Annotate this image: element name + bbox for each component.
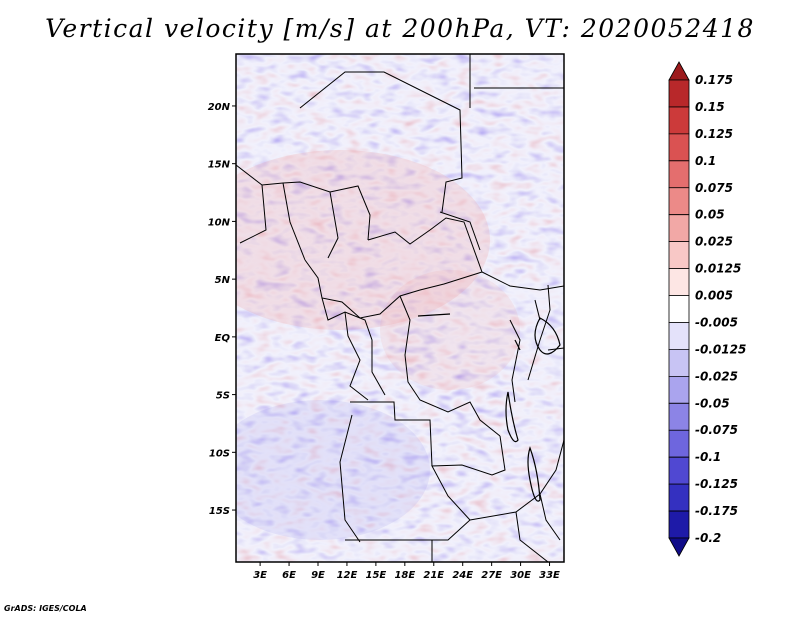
lon-label: 15E [366, 570, 387, 581]
colorbar-label: 0.1 [695, 154, 716, 168]
colorbar-label: 0.025 [695, 235, 733, 249]
colorbar-segment [668, 61, 690, 81]
lat-label: 10N [208, 217, 231, 228]
colorbar-segment [668, 322, 690, 350]
colorbar-segment [668, 187, 690, 216]
colorbar-segment [668, 160, 690, 189]
latitude-axis: 20N 15N 10N 5N EQ 5S 10S 15S [208, 102, 236, 517]
lon-label: 18E [394, 570, 415, 581]
colorbar-segment [668, 268, 690, 296]
colorbar-label: -0.025 [695, 369, 738, 383]
lat-label: 10S [209, 448, 230, 459]
lat-label: EQ [215, 333, 231, 344]
colorbar-label: 0.05 [695, 208, 725, 222]
colorbar-segment [668, 483, 690, 512]
colorbar: 0.175 0.15 0.125 0.1 0.075 0.05 0.025 0.0125 0.0… [668, 61, 746, 557]
colorbar-label: 0.0125 [695, 262, 741, 276]
colorbar-label: 0.075 [695, 181, 733, 195]
map-frame [235, 53, 565, 563]
colorbar-segment [668, 133, 690, 162]
lon-label: 3E [253, 570, 267, 581]
colorbar-segment [668, 456, 690, 485]
colorbar-segment [668, 79, 690, 108]
lon-label: 27E [481, 570, 502, 581]
velocity-field [236, 54, 564, 562]
colorbar-label: -0.2 [695, 531, 721, 545]
colorbar-label: 0.005 [695, 289, 733, 303]
colorbar-label: -0.0125 [695, 342, 746, 356]
colorbar-segment [668, 214, 690, 243]
lat-label: 20N [208, 102, 231, 113]
colorbar-label: 0.175 [695, 73, 733, 87]
colorbar-segment [668, 106, 690, 135]
colorbar-segment [668, 295, 690, 323]
lon-label: 9E [311, 570, 325, 581]
colorbar-label: -0.005 [695, 315, 738, 329]
lat-label: 5N [215, 275, 231, 286]
colorbar-label: -0.125 [695, 477, 738, 491]
colorbar-segment [668, 349, 690, 377]
colorbar-segment [668, 537, 690, 557]
lon-label: 12E [337, 570, 358, 581]
colorbar-label: -0.1 [695, 450, 721, 464]
colorbar-segment [668, 241, 690, 269]
lat-label: 15N [208, 160, 231, 171]
lon-label: 6E [282, 570, 296, 581]
lon-label: 30E [510, 570, 531, 581]
colorbar-label: -0.175 [695, 504, 738, 518]
lon-label: 33E [539, 570, 560, 581]
colorbar-segment [668, 375, 690, 404]
colorbar-label: 0.125 [695, 127, 733, 141]
colorbar-label: -0.05 [695, 396, 730, 410]
colorbar-segment [668, 429, 690, 458]
colorbar-segment [668, 510, 690, 539]
country-borders [236, 54, 564, 562]
lon-label: 21E [423, 570, 444, 581]
colorbar-label: -0.075 [695, 423, 738, 437]
lat-label: 5S [216, 391, 230, 402]
lakes [417, 313, 561, 502]
longitude-axis: 3E 6E 9E 12E 15E 18E 21E 24E 27E 30E 33E [253, 562, 560, 581]
grads-credit: GrADS: IGES/COLA [4, 604, 87, 613]
colorbar-segment [668, 402, 690, 431]
chart-title: Vertical velocity [m/s] at 200hPa, VT: 2… [45, 14, 755, 43]
lat-label: 15S [209, 506, 230, 517]
colorbar-label: 0.15 [695, 100, 725, 114]
lon-label: 24E [452, 570, 473, 581]
